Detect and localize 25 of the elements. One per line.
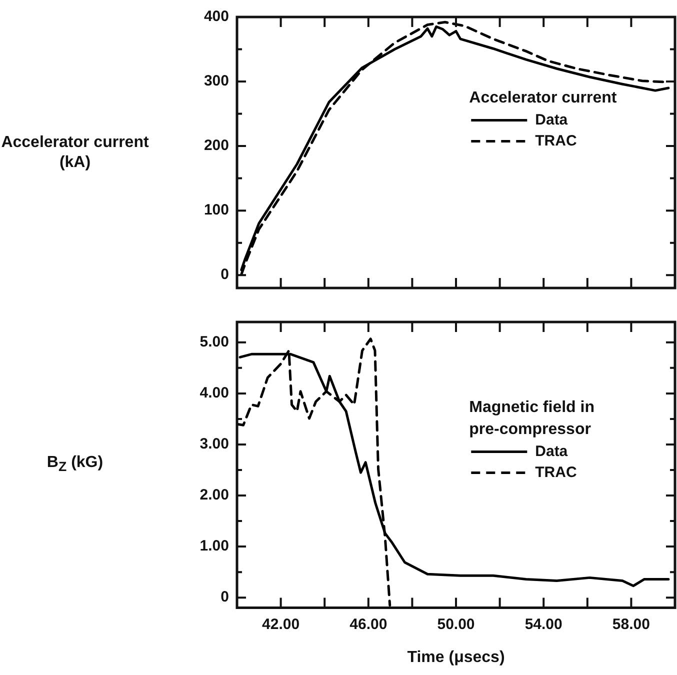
y-tick-label: 1.00 bbox=[200, 538, 229, 555]
legend-label: TRAC bbox=[535, 464, 577, 481]
y-tick-label: 400 bbox=[204, 8, 229, 26]
y-tick-label: 100 bbox=[204, 202, 229, 219]
x-tick-label: 42.00 bbox=[262, 616, 300, 633]
y-tick-label: 300 bbox=[204, 72, 229, 90]
y-tick-label: 3.00 bbox=[200, 436, 229, 453]
legend-label: TRAC bbox=[535, 132, 577, 150]
y-tick-label: 5.00 bbox=[200, 334, 229, 351]
y-tick-label: 4.00 bbox=[200, 384, 229, 402]
x-tick-label: 46.00 bbox=[350, 616, 388, 633]
x-tick-label: 58.00 bbox=[612, 616, 650, 633]
legend-title: Magnetic field in pre-compressor bbox=[469, 399, 594, 438]
y-tick-label: 0 bbox=[220, 588, 229, 606]
y-tick-label: 2.00 bbox=[200, 486, 229, 504]
legend-title: Accelerator current bbox=[469, 90, 618, 107]
x-axis-title: Time (μsecs) bbox=[407, 648, 505, 666]
legend-label: Data bbox=[535, 111, 568, 128]
legend-label: Data bbox=[535, 442, 568, 460]
x-tick-label: 54.00 bbox=[524, 616, 562, 633]
x-tick-label: 50.00 bbox=[437, 616, 475, 633]
y-axis-title: B$_{Z}$ (kG) bbox=[46, 452, 104, 476]
y-tick-label: 0 bbox=[220, 266, 229, 284]
y-tick-label: 200 bbox=[204, 137, 229, 154]
y-axis-title: Accelerator current (kA) bbox=[0, 132, 150, 172]
